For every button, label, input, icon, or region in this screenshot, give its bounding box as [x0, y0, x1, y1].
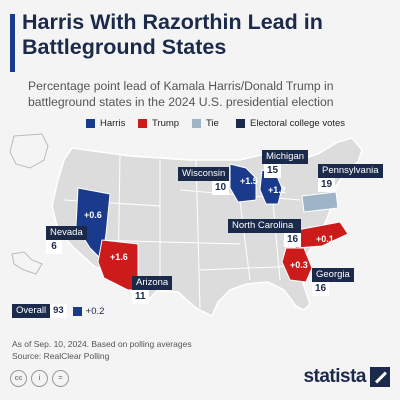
legend-item-ev: Electoral college votes: [236, 118, 345, 129]
cc-icon[interactable]: cc: [10, 370, 27, 387]
wisconsin-state: [229, 163, 257, 203]
arizona-state: [97, 239, 139, 291]
overall-swatch: [72, 306, 82, 316]
brand-text: statista: [303, 366, 366, 387]
label-michigan: Michigan 15: [262, 150, 309, 178]
state-name-pennsylvania: Pennsylvania: [318, 164, 383, 178]
state-name-nevada: Nevada: [46, 226, 87, 240]
us-map: +0.6 +1.6 +1.5 +1.2 +0.1 +0.3 Wisconsin …: [0, 130, 400, 330]
state-name-michigan: Michigan: [262, 150, 309, 164]
lead-michigan: +1.2: [268, 185, 286, 195]
title-accent-bar: [10, 14, 15, 72]
legend-swatch-tie: [192, 119, 201, 128]
legend: Harris Trump Tie Electoral college votes: [0, 118, 400, 130]
footnote-date: As of Sep. 10, 2024. Based on polling av…: [12, 339, 192, 349]
state-name-wisconsin: Wisconsin: [178, 167, 230, 181]
footnote: As of Sep. 10, 2024. Based on polling av…: [12, 338, 192, 362]
lead-nevada: +0.6: [84, 210, 102, 220]
ev-nevada: 6: [46, 240, 62, 254]
brand-mark-icon: [370, 367, 390, 387]
page-title: Harris With Razorthin Lead in Battlegrou…: [22, 10, 323, 59]
label-georgia: Georgia 16: [312, 268, 354, 296]
legend-swatch-ev: [236, 119, 245, 128]
label-north-carolina: North Carolina 16: [228, 219, 302, 247]
hawaii-shape: [11, 251, 43, 275]
legend-label-trump: Trump: [152, 118, 180, 129]
pennsylvania-state: [301, 191, 339, 213]
legend-item-tie: Tie: [192, 118, 219, 129]
ev-michigan: 15: [264, 164, 282, 178]
overall-ev: 93: [50, 304, 67, 318]
legend-label-tie: Tie: [206, 118, 219, 129]
legend-label-ev: Electoral college votes: [250, 118, 346, 129]
us-map-svg: [9, 133, 363, 318]
info-icon[interactable]: i: [31, 370, 48, 387]
lead-north-carolina: +0.1: [316, 234, 334, 244]
lead-arizona: +1.6: [110, 252, 128, 262]
ev-pennsylvania: 19: [318, 178, 336, 192]
legend-label-harris: Harris: [100, 118, 126, 129]
ev-georgia: 16: [312, 282, 330, 296]
equal-icon[interactable]: =: [52, 370, 69, 387]
overall-lead: +0.2: [85, 305, 105, 317]
label-arizona: Arizona 11: [132, 276, 173, 304]
georgia-state: [281, 247, 313, 283]
ev-wisconsin: 10: [212, 181, 230, 195]
overall-summary: Overall 93 +0.2: [12, 304, 104, 318]
legend-swatch-trump: [138, 119, 147, 128]
legend-item-harris: Harris: [86, 118, 125, 129]
license-icons: cc i =: [10, 370, 73, 387]
overall-label: Overall: [12, 304, 51, 318]
legend-swatch-harris: [86, 119, 95, 128]
ev-arizona: 11: [132, 290, 149, 304]
lead-georgia: +0.3: [290, 260, 308, 270]
state-name-north-carolina: North Carolina: [228, 219, 302, 233]
ev-north-carolina: 16: [284, 233, 302, 247]
state-name-georgia: Georgia: [312, 268, 354, 282]
state-name-arizona: Arizona: [132, 276, 173, 290]
label-nevada: Nevada 6: [46, 226, 87, 254]
lead-wisconsin: +1.5: [240, 176, 258, 186]
alaska-shape: [9, 133, 49, 169]
label-wisconsin: Wisconsin 10: [178, 167, 230, 195]
legend-item-trump: Trump: [138, 118, 179, 129]
label-pennsylvania: Pennsylvania 19: [318, 164, 383, 192]
page-subtitle: Percentage point lead of Kamala Harris/D…: [28, 79, 334, 109]
footnote-source: Source: RealClear Polling: [12, 351, 110, 361]
statista-logo[interactable]: statista: [303, 366, 390, 388]
